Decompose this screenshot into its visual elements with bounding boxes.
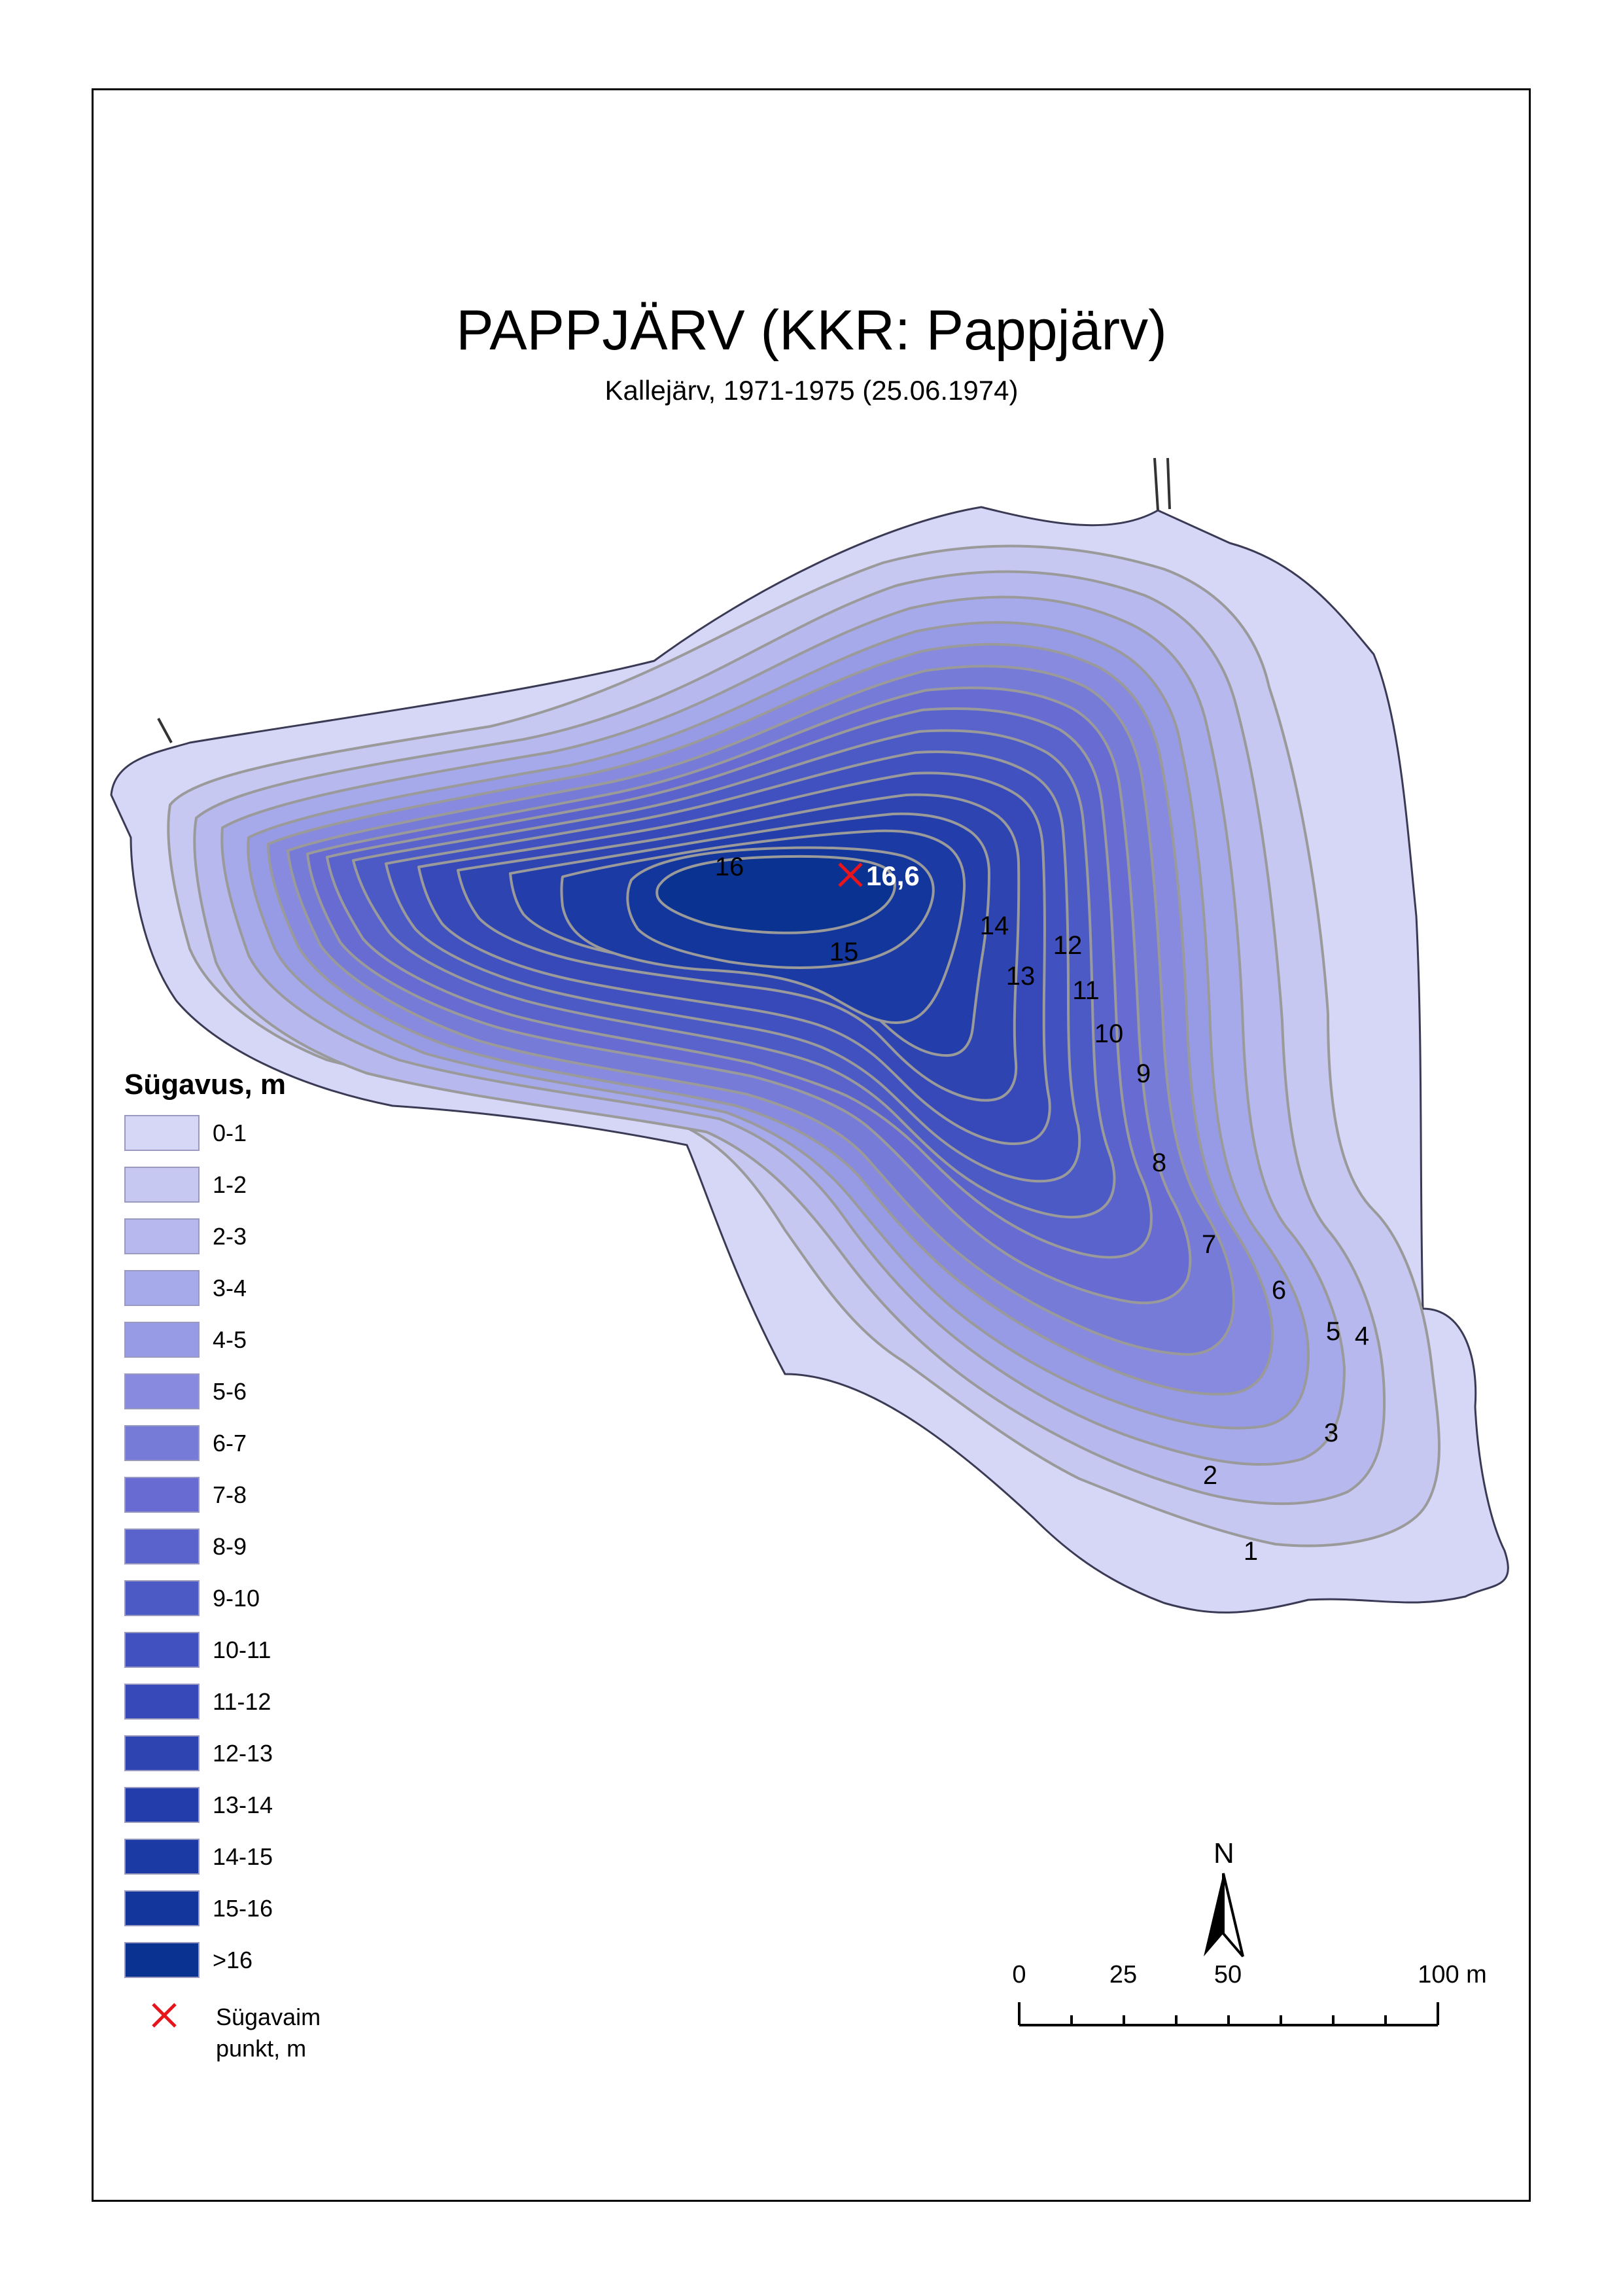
legend-deepest-point: Sügavaim punkt, m [124,1998,321,2062]
legend-row: 3-4 [124,1270,286,1322]
legend-label: 12-13 [213,1740,273,1767]
legend-label: 2-3 [213,1223,247,1250]
legend-label: 15-16 [213,1895,273,1922]
shore-stub [157,718,173,743]
legend-row: 15-16 [124,1890,286,1942]
legend-row: 5-6 [124,1373,286,1425]
legend-swatch [124,1839,200,1875]
inflow-channel [1153,457,1171,511]
contour-label-5: 5 [1326,1317,1340,1346]
legend-row: 1-2 [124,1167,286,1218]
contour-label-2: 2 [1203,1461,1217,1490]
legend-label: 6-7 [213,1430,247,1457]
legend-row: 12-13 [124,1735,286,1787]
legend-swatch [124,1684,200,1720]
deepest-point-value: 16,6 [866,860,920,891]
legend-row: 2-3 [124,1218,286,1270]
legend-row: 14-15 [124,1839,286,1890]
legend-classes: 0-1 1-2 2-3 3-4 4-5 5-6 6-7 7-8 8-9 9-10 10-11 11-1… [124,1115,286,1994]
legend-swatch [124,1580,200,1616]
legend-row: 10-11 [124,1632,286,1684]
scale-bar: 0 25 50 100 m [1012,1961,1487,2026]
legend-row: 8-9 [124,1528,286,1580]
legend-title: Sügavus, m [124,1069,286,1101]
legend-row: 0-1 [124,1115,286,1167]
contour-label-7: 7 [1202,1230,1216,1259]
legend-swatch [124,1632,200,1668]
legend-label: 11-12 [213,1688,271,1715]
deepest-point-legend-icon [152,2003,177,2028]
legend-swatch [124,1890,200,1926]
contour-label-6: 6 [1272,1276,1286,1305]
legend-label: 5-6 [213,1378,247,1405]
legend-swatch [124,1942,200,1978]
legend-label: 14-15 [213,1843,273,1870]
depth-legend: Sügavus, m 0-1 1-2 2-3 3-4 4-5 5-6 6-7 7-8 8-9 9-… [124,1067,321,2062]
legend-row: >16 [124,1942,286,1994]
contour-label-12: 12 [1053,931,1083,960]
legend-swatch [124,1218,200,1254]
legend-label: 1-2 [213,1171,247,1198]
contour-label-8: 8 [1152,1148,1166,1177]
legend-row: 6-7 [124,1425,286,1477]
contour-labels: 16 15 14 13 12 11 10 9 8 7 6 5 4 3 2 1 [715,853,1369,1566]
legend-row: 4-5 [124,1322,286,1373]
contour-label-14: 14 [980,911,1009,940]
legend-row: 7-8 [124,1477,286,1528]
map-subtitle: Kallejärv, 1971-1975 (25.06.1974) [604,375,1019,406]
legend-row: 11-12 [124,1684,286,1735]
contour-label-11: 11 [1072,976,1100,1005]
deepest-point-marker [838,862,863,887]
legend-label: 8-9 [213,1533,247,1560]
scale-label-25: 25 [1109,1961,1137,1988]
map-frame [92,88,1531,2202]
legend-swatch [124,1477,200,1513]
legend-swatch [124,1787,200,1823]
north-label: N [1213,1837,1234,1869]
scale-label-50: 50 [1214,1961,1242,1988]
legend-label: 0-1 [213,1120,247,1146]
contour-label-9: 9 [1136,1059,1151,1088]
contour-label-13: 13 [1006,962,1036,991]
legend-swatch [124,1167,200,1203]
legend-label: 7-8 [213,1481,247,1508]
legend-swatch [124,1115,200,1151]
legend-swatch [124,1270,200,1306]
legend-swatch [124,1373,200,1409]
contour-label-4: 4 [1355,1322,1369,1351]
north-arrow-icon [1204,1873,1244,1958]
contour-label-16: 16 [715,853,744,881]
legend-label: >16 [213,1947,253,1973]
legend-swatch [124,1528,200,1564]
scale-label-0: 0 [1012,1961,1026,1988]
legend-swatch [124,1425,200,1461]
contour-label-3: 3 [1324,1419,1338,1447]
legend-label: 10-11 [213,1636,271,1663]
legend-label: 9-10 [213,1585,260,1612]
legend-label: 4-5 [213,1326,247,1353]
legend-label: 3-4 [213,1275,247,1301]
legend-row: 9-10 [124,1580,286,1632]
map-title: PAPPJÄRV (KKR: Pappjärv) [456,299,1167,362]
contour-label-10: 10 [1094,1019,1124,1048]
legend-deepest-point-label: Sügavaim punkt, m [216,2004,321,2062]
depth-zone-16 [655,855,896,934]
depth-zones [110,506,1509,1614]
contour-label-1: 1 [1244,1537,1258,1566]
legend-row: 13-14 [124,1787,286,1839]
scale-label-100: 100 m [1418,1961,1487,1988]
contour-label-15: 15 [829,938,859,966]
legend-swatch [124,1322,200,1358]
legend-label: 13-14 [213,1792,273,1818]
legend-swatch [124,1735,200,1771]
